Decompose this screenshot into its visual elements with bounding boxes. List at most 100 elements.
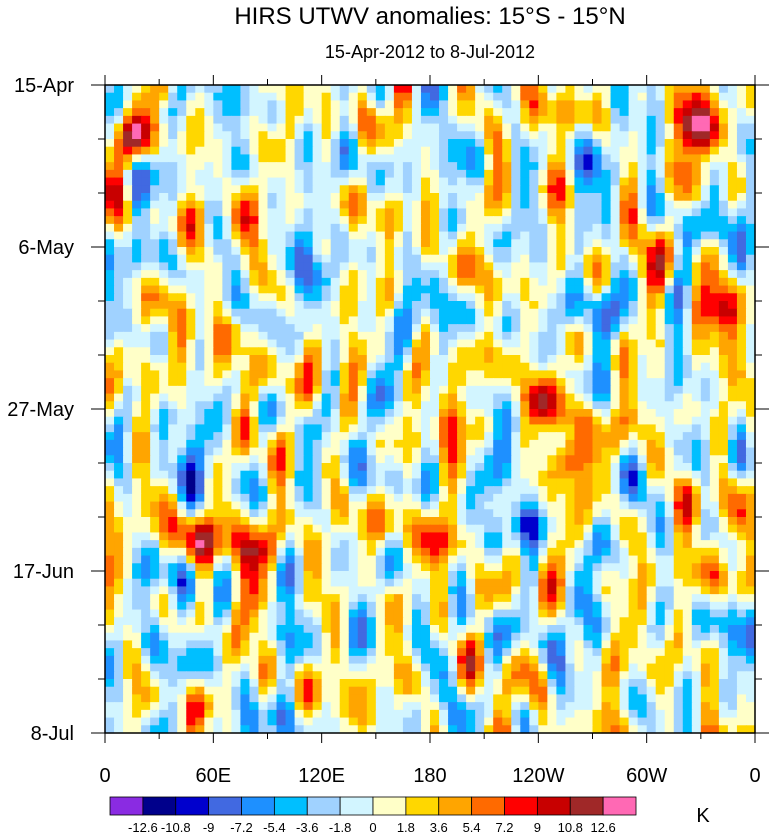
field-cell	[384, 370, 395, 379]
field-cell	[141, 123, 151, 132]
field-cell	[493, 609, 503, 618]
field-cell	[700, 177, 711, 186]
field-cell	[132, 416, 142, 426]
field-cell	[303, 385, 314, 395]
field-cell	[682, 385, 693, 395]
field-cell	[727, 478, 738, 487]
field-cell	[538, 285, 548, 294]
field-cell	[718, 177, 729, 186]
field-cell	[484, 85, 494, 94]
field-cell	[502, 185, 512, 194]
field-cell	[213, 231, 223, 240]
field-cell	[168, 493, 178, 503]
field-cell	[646, 277, 657, 287]
field-cell	[168, 470, 178, 480]
field-cell	[312, 216, 323, 225]
field-cell	[628, 200, 639, 210]
field-cell	[475, 362, 485, 372]
field-cell	[601, 609, 612, 618]
field-cell	[240, 617, 251, 626]
field-cell	[430, 285, 440, 294]
field-cell	[484, 285, 494, 294]
field-cell	[159, 416, 169, 426]
field-cell	[547, 486, 557, 495]
field-cell	[402, 347, 413, 356]
field-cell	[294, 115, 305, 125]
field-cell	[655, 216, 666, 225]
field-cell	[736, 200, 747, 210]
field-cell	[574, 478, 585, 487]
field-cell	[547, 208, 557, 217]
field-cell	[520, 162, 530, 171]
field-cell	[484, 601, 494, 611]
field-cell	[132, 362, 142, 372]
field-cell	[673, 455, 684, 464]
field-cell	[258, 270, 269, 279]
field-cell	[529, 262, 539, 271]
field-cell	[745, 162, 756, 171]
field-cell	[673, 223, 684, 233]
field-cell	[204, 401, 214, 410]
field-cell	[195, 131, 205, 140]
field-cell	[502, 216, 512, 225]
field-cell	[132, 223, 142, 233]
field-cell	[466, 463, 476, 472]
field-cell	[150, 231, 160, 240]
field-cell	[375, 308, 386, 318]
field-cell	[619, 555, 630, 564]
field-cell	[439, 401, 449, 410]
field-cell	[565, 270, 576, 279]
field-cell	[664, 247, 675, 256]
field-cell	[150, 470, 160, 480]
field-cell	[123, 108, 133, 117]
field-cell	[655, 393, 666, 402]
field-cell	[439, 92, 449, 102]
field-cell	[276, 324, 287, 333]
field-cell	[123, 532, 133, 541]
field-cell	[439, 208, 449, 217]
field-cell	[411, 139, 422, 148]
field-cell	[736, 594, 747, 603]
field-cell	[285, 609, 296, 618]
field-cell	[402, 578, 413, 588]
field-cell	[312, 540, 323, 549]
field-cell	[565, 285, 576, 294]
field-cell	[420, 547, 431, 557]
field-cell	[204, 200, 214, 210]
field-cell	[439, 123, 449, 132]
field-cell	[736, 378, 747, 387]
field-cell	[123, 463, 133, 472]
field-cell	[105, 270, 115, 279]
field-cell	[511, 115, 521, 125]
field-cell	[393, 401, 404, 410]
field-cell	[484, 185, 494, 194]
field-cell	[574, 540, 585, 549]
field-cell	[601, 285, 612, 294]
field-cell	[375, 547, 386, 557]
field-cell	[393, 208, 404, 217]
field-cell	[448, 177, 458, 186]
field-cell	[448, 324, 458, 333]
field-cell	[402, 293, 413, 302]
field-cell	[637, 115, 648, 125]
field-cell	[105, 447, 115, 456]
field-cell	[321, 463, 332, 472]
field-cell	[123, 262, 133, 271]
field-cell	[321, 92, 332, 102]
field-cell	[691, 509, 702, 518]
field-cell	[357, 401, 368, 410]
field-cell	[448, 208, 458, 217]
field-cell	[258, 571, 269, 580]
field-cell	[150, 208, 160, 217]
field-cell	[520, 324, 530, 333]
field-cell	[411, 270, 422, 279]
field-cell	[312, 177, 323, 186]
field-cell	[556, 463, 567, 472]
field-cell	[583, 285, 594, 294]
field-cell	[357, 216, 368, 225]
field-cell	[529, 571, 539, 580]
field-cell	[691, 594, 702, 603]
field-cell	[610, 301, 621, 310]
field-cell	[240, 254, 251, 264]
field-cell	[393, 586, 404, 595]
